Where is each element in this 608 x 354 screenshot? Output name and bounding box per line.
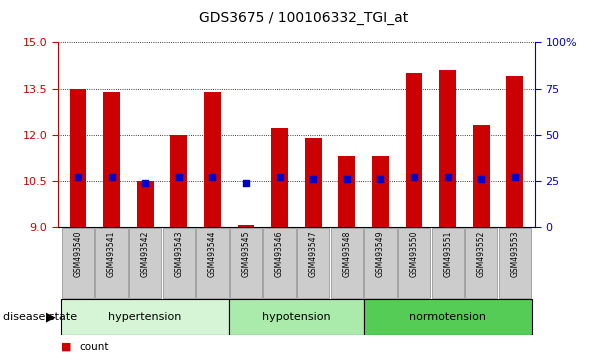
Text: ▶: ▶ (46, 310, 55, 323)
Point (174, 175, 184, 180)
Bar (406, 73, 423, 227)
Text: GSM493547: GSM493547 (309, 230, 318, 277)
Bar (204, 92, 221, 227)
Bar (473, 125, 489, 227)
Text: GSM493550: GSM493550 (410, 230, 418, 277)
FancyBboxPatch shape (162, 228, 195, 298)
Bar (305, 138, 322, 227)
Point (443, 175, 452, 180)
Bar (271, 129, 288, 227)
Bar (439, 70, 456, 227)
FancyBboxPatch shape (364, 228, 396, 298)
FancyBboxPatch shape (61, 299, 229, 335)
Text: GSM493549: GSM493549 (376, 230, 385, 277)
Text: GSM493545: GSM493545 (241, 230, 250, 277)
Point (477, 176, 486, 182)
Text: GSM493552: GSM493552 (477, 230, 486, 276)
Point (73, 175, 83, 180)
FancyBboxPatch shape (95, 228, 128, 298)
FancyBboxPatch shape (229, 299, 364, 335)
Bar (69, 88, 86, 227)
Text: GSM493548: GSM493548 (342, 230, 351, 276)
Bar (238, 225, 254, 227)
Point (207, 175, 217, 180)
Point (510, 175, 520, 180)
Point (409, 175, 419, 180)
Text: GSM493551: GSM493551 (443, 230, 452, 276)
Text: normotension: normotension (409, 312, 486, 322)
FancyBboxPatch shape (432, 228, 464, 298)
Text: hypotension: hypotension (262, 312, 331, 322)
Text: GSM493543: GSM493543 (174, 230, 183, 277)
Text: count: count (79, 342, 109, 352)
Bar (339, 156, 355, 227)
Text: GSM493544: GSM493544 (208, 230, 217, 277)
Bar (372, 156, 389, 227)
Bar (137, 181, 154, 227)
FancyBboxPatch shape (331, 228, 363, 298)
FancyBboxPatch shape (297, 228, 330, 298)
Point (275, 175, 285, 180)
FancyBboxPatch shape (263, 228, 295, 298)
Bar (170, 135, 187, 227)
Point (106, 175, 116, 180)
Text: GSM493546: GSM493546 (275, 230, 284, 277)
FancyBboxPatch shape (62, 228, 94, 298)
Point (342, 176, 351, 182)
Text: GSM493553: GSM493553 (510, 230, 519, 277)
Text: GDS3675 / 100106332_TGI_at: GDS3675 / 100106332_TGI_at (199, 11, 409, 25)
FancyBboxPatch shape (499, 228, 531, 298)
FancyBboxPatch shape (230, 228, 262, 298)
Point (308, 176, 318, 182)
FancyBboxPatch shape (129, 228, 161, 298)
Text: GSM493542: GSM493542 (140, 230, 150, 276)
FancyBboxPatch shape (465, 228, 497, 298)
FancyBboxPatch shape (398, 228, 430, 298)
Bar (103, 92, 120, 227)
Point (140, 180, 150, 186)
Text: GSM493541: GSM493541 (107, 230, 116, 276)
Text: disease state: disease state (3, 312, 77, 322)
Bar (506, 76, 523, 227)
Text: GSM493540: GSM493540 (74, 230, 83, 277)
Point (241, 180, 251, 186)
Point (376, 176, 385, 182)
Text: hypertension: hypertension (108, 312, 182, 322)
Text: ■: ■ (61, 342, 71, 352)
FancyBboxPatch shape (364, 299, 531, 335)
FancyBboxPatch shape (196, 228, 229, 298)
